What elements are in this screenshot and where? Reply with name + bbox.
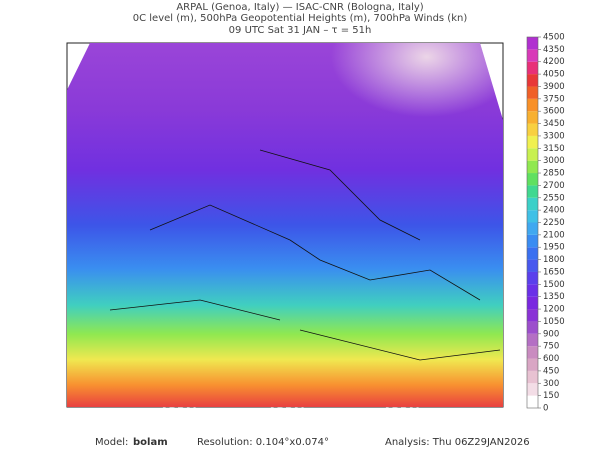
header-line: ARPAL (Genoa, Italy) — ISAC-CNR (Bologna…: [176, 2, 423, 13]
colorbar-band: [527, 74, 538, 87]
colorbar-label: 2100: [543, 230, 565, 240]
colorbar-band: [527, 370, 538, 384]
header-line: 0C level (m), 500hPa Geopotential Height…: [133, 13, 468, 24]
footer-resolution: Resolution: 0.104°x0.074°: [197, 437, 329, 448]
colorbar-band: [527, 49, 538, 62]
colorbar-band: [527, 284, 538, 297]
colorbar-label: 2700: [543, 181, 565, 191]
colorbar-label: 750: [543, 342, 559, 352]
map-highlight: [230, 43, 503, 215]
colorbar-label: 3450: [543, 119, 565, 129]
colorbar-band: [527, 222, 538, 235]
footer-model-label: Model:: [95, 437, 128, 448]
colorbar-label: 2850: [543, 169, 565, 179]
colorbar-label: 600: [543, 354, 559, 364]
header-line: 09 UTC Sat 31 JAN – τ = 51h: [229, 25, 372, 36]
colorbar-label: 3150: [543, 144, 565, 154]
colorbar-label: 3750: [543, 94, 565, 104]
coastlines: [109, 149, 501, 361]
colorbar-label: 0: [543, 404, 548, 414]
watermark: ARPAL: [383, 405, 423, 418]
colorbar-label: 450: [543, 366, 559, 376]
colorbar-band: [527, 383, 538, 396]
colorbar-band: [527, 185, 538, 198]
colorbar-band: [527, 333, 538, 347]
colorbar-band: [527, 111, 538, 124]
colorbar-label: 4350: [543, 45, 565, 55]
colorbar-band: [527, 321, 538, 334]
colorbar-label: 2400: [543, 206, 565, 216]
colorbar-band: [527, 61, 538, 75]
colorbar-label: 1950: [543, 243, 565, 253]
colorbar-band: [527, 234, 538, 248]
colorbar: 0 150 300 450 600 750 900 1050 1200 1350 1500 1650 1…: [526, 33, 565, 414]
colorbar-band: [527, 395, 538, 408]
colorbar-label: 150: [543, 391, 559, 401]
colorbar-band: [527, 210, 538, 223]
colorbar-label: 300: [543, 379, 559, 389]
colorbar-label: 1200: [543, 305, 565, 315]
colorbar-label: 3000: [543, 156, 565, 166]
colorbar-label: 1500: [543, 280, 565, 290]
colorbar-band: [527, 173, 538, 186]
colorbar-band: [527, 271, 538, 285]
colorbar-label: 3300: [543, 131, 565, 141]
colorbar-label: 1050: [543, 317, 565, 327]
colorbar-band: [527, 296, 538, 310]
footer-analysis: Analysis: Thu 06Z29JAN2026: [385, 437, 530, 448]
colorbar-label: 3900: [543, 82, 565, 92]
colorbar-band: [527, 37, 538, 50]
colorbar-band: [527, 309, 538, 322]
colorbar-band: [527, 148, 538, 161]
colorbar-label: 4200: [543, 57, 565, 67]
colorbar-label: 4050: [543, 70, 565, 80]
colorbar-label: 4500: [543, 33, 565, 43]
colorbar-band: [527, 358, 538, 371]
colorbar-band: [527, 135, 538, 149]
colorbar-band: [527, 259, 538, 272]
colorbar-band: [527, 160, 538, 174]
colorbar-band: [527, 123, 538, 136]
colorbar-band: [527, 346, 538, 359]
colorbar-label: 1800: [543, 255, 565, 265]
colorbar-label: 900: [543, 329, 559, 339]
watermark: ARPAL: [160, 405, 200, 418]
colorbar-band: [527, 98, 538, 112]
colorbar-label: 1650: [543, 267, 565, 277]
colorbar-label: 3600: [543, 107, 565, 117]
colorbar-label: 2550: [543, 193, 565, 203]
colorbar-band: [527, 86, 538, 99]
colorbar-band: [527, 247, 538, 260]
colorbar-band: [527, 197, 538, 211]
colorbar-label: 2250: [543, 218, 565, 228]
colorbar-label: 1350: [543, 292, 565, 302]
footer-model: bolam: [133, 437, 168, 448]
watermark: ARPAL: [268, 405, 308, 418]
